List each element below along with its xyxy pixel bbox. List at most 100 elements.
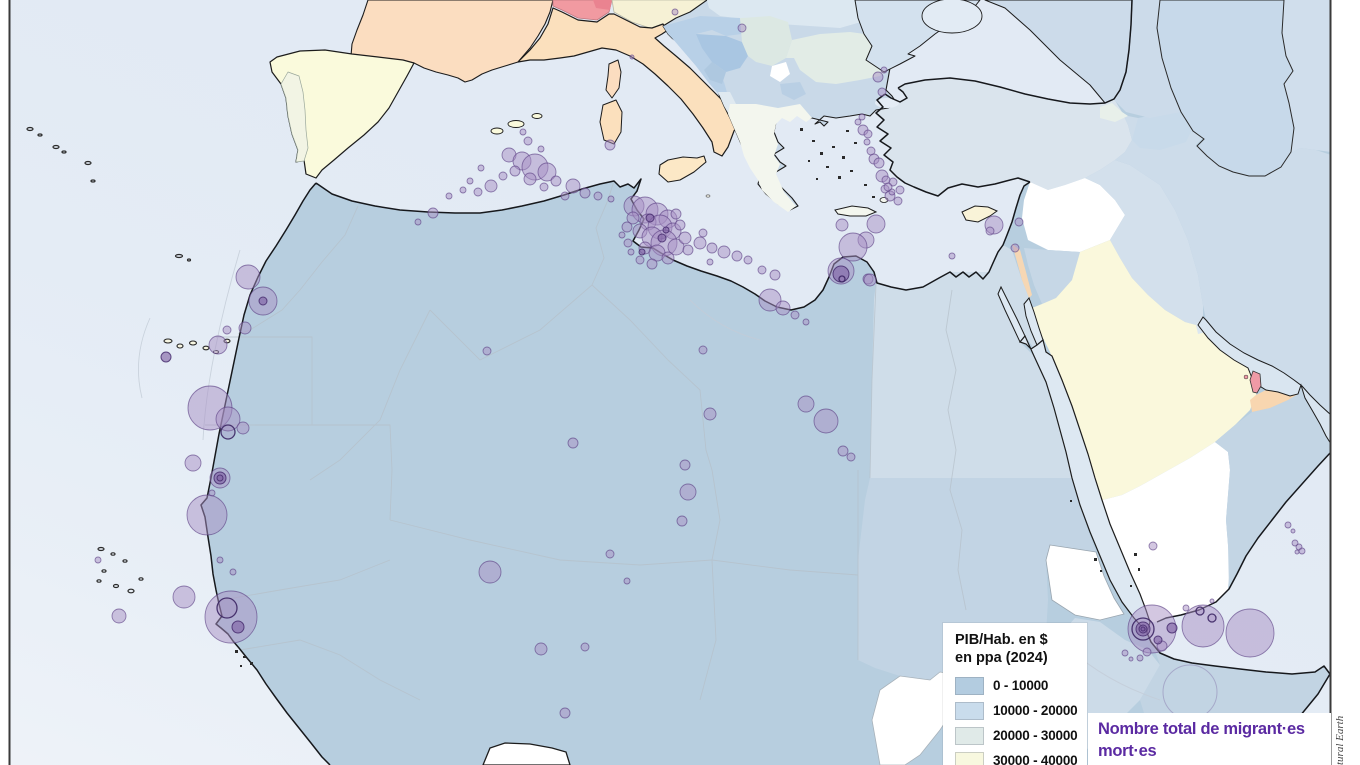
legend-gdp: PIB/Hab. en $ en ppa (2024) 0 - 10000 1000…: [943, 623, 1087, 765]
islands: [0, 126, 1140, 667]
island-malta: [705, 194, 711, 198]
sea-of-azov: [921, 0, 983, 34]
migrant-circle: [1153, 635, 1163, 645]
migrant-circle: [790, 310, 800, 320]
migrant-circle: [618, 231, 626, 239]
migrant-circle: [186, 494, 228, 536]
migrant-circle: [863, 138, 871, 146]
country-iran: [1115, 110, 1331, 415]
migrant-circle: [607, 195, 615, 203]
legend-row-3: 30000 - 40000: [955, 748, 1087, 765]
country-uae: [1250, 390, 1298, 412]
migrant-circle: [948, 252, 956, 260]
inland-seas: [875, 0, 1332, 634]
islands-guinea-coast: [235, 650, 253, 667]
legend-label: 20000 - 30000: [993, 728, 1078, 744]
country-oman: [1215, 385, 1331, 589]
legend-row-0: 0 - 10000: [955, 673, 1087, 698]
migrant-circle: [482, 346, 492, 356]
legend-label: 30000 - 40000: [993, 753, 1078, 765]
island-sardinia: [599, 99, 623, 145]
country-portugal: [280, 71, 309, 163]
migrant-circle: [1290, 528, 1296, 534]
migrant-circle: [1121, 649, 1129, 657]
migrant-circle: [802, 318, 810, 326]
migrant-circle: [222, 325, 232, 335]
islands-balearic: [490, 113, 543, 135]
migrant-circle: [229, 568, 237, 576]
migrant-circle: [604, 139, 616, 151]
country-turkey: [876, 78, 1132, 196]
migrant-circle: [883, 182, 893, 192]
migrant-circle: [854, 118, 862, 126]
migrant-circle: [797, 395, 815, 413]
migrant-circle: [559, 707, 571, 719]
map-caption: Nombre total de migrant·es mort·es ou po…: [1088, 713, 1331, 765]
migrant-circle: [895, 185, 905, 195]
migrant-circle: [258, 296, 268, 306]
islands-azores: [26, 126, 96, 183]
migrant-circle: [1209, 598, 1215, 604]
migrant-circle: [1225, 608, 1275, 658]
country-north-macedonia: [780, 82, 806, 100]
migrant-circle: [873, 157, 885, 169]
migrant-circle: [519, 128, 527, 136]
coastline-main: [200, 0, 1332, 765]
migrant-circle: [866, 214, 886, 234]
migrant-circle: [682, 244, 694, 256]
country-egypt: [870, 245, 1074, 478]
migrant-circle: [509, 165, 521, 177]
country-jordan: [1024, 248, 1080, 304]
migrant-circle: [758, 288, 782, 312]
migrant-circle: [1148, 541, 1158, 551]
migrant-circle: [473, 187, 483, 197]
sea-caspian: [1156, 0, 1295, 177]
migrant-circle: [1181, 604, 1225, 648]
migrant-circle: [414, 218, 422, 226]
migrant-circle: [627, 248, 635, 256]
migrant-circle: [1182, 604, 1190, 612]
migrant-circle: [215, 406, 241, 432]
africa-interior-borders: [205, 180, 967, 701]
migrant-circle: [838, 275, 846, 283]
migrant-circle: [579, 187, 591, 199]
legend-swatch: [955, 701, 984, 720]
migrant-circle: [1010, 243, 1020, 253]
country-georgia: [1100, 103, 1128, 122]
country-syria: [1022, 178, 1125, 252]
migrant-circle: [769, 269, 781, 281]
country-greece: [728, 104, 812, 212]
island-corsica: [605, 59, 622, 99]
migrant-circle: [731, 250, 743, 262]
migrant-circle: [445, 192, 453, 200]
migrant-circle: [775, 300, 791, 316]
migrant-circle: [863, 129, 873, 139]
country-saudi-arabia: [1032, 240, 1258, 502]
country-bulgaria: [786, 32, 891, 84]
migrant-circle: [427, 207, 439, 219]
migrant-circle: [678, 231, 692, 245]
migrant-circle: [1136, 654, 1144, 662]
migrant-circle: [835, 218, 849, 232]
migrant-circle: [111, 608, 127, 624]
migrant-circle: [623, 238, 633, 248]
migrant-circle: [671, 8, 679, 16]
country-israel: [1012, 244, 1032, 298]
migrant-circle: [537, 162, 557, 182]
migrant-circle: [623, 577, 631, 585]
migrant-circle: [1166, 622, 1178, 634]
migrant-circle: [593, 191, 603, 201]
migrant-circle: [477, 164, 485, 172]
migrant-circle: [737, 23, 747, 33]
migrant-circle: [646, 258, 658, 270]
migrant-circle: [1142, 647, 1152, 657]
migrant-circle: [880, 66, 888, 74]
legend-row-1: 10000 - 20000: [955, 698, 1087, 723]
migrant-circle: [550, 175, 562, 187]
migrant-circle: [872, 71, 884, 83]
legend-swatch: [955, 726, 984, 745]
migrant-circle: [846, 452, 856, 462]
migrant-circle: [1291, 539, 1299, 547]
